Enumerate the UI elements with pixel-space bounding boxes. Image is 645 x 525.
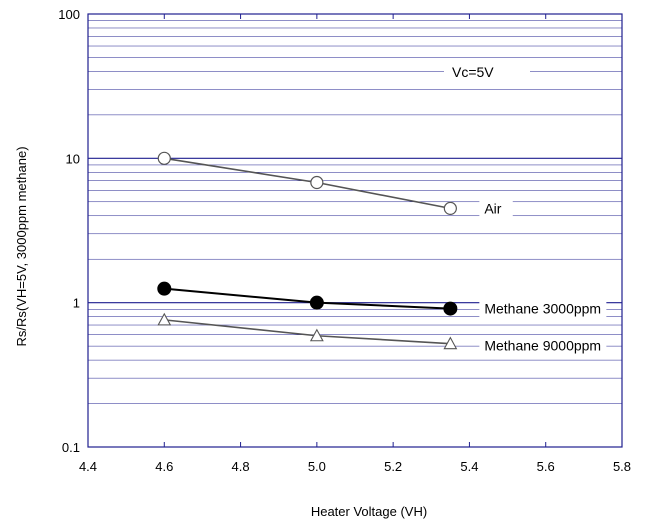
tick-labels: 4.4 4.6 4.8 5.0 5.2 5.4 5.6 5.8 0.1 1 10 100 bbox=[58, 7, 631, 474]
series-label-background bbox=[479, 335, 607, 357]
x-tick-label: 5.2 bbox=[384, 459, 402, 474]
data-point bbox=[443, 201, 457, 215]
x-tick-label: 4.8 bbox=[232, 459, 250, 474]
grid bbox=[87, 13, 623, 448]
data-point bbox=[309, 295, 324, 310]
series-label-background bbox=[479, 198, 513, 220]
series-methane-3000ppm: Methane 3000ppm bbox=[157, 281, 607, 320]
data-point bbox=[443, 336, 458, 350]
series-air: Air bbox=[157, 151, 513, 220]
annotation-background bbox=[444, 62, 530, 83]
series-line bbox=[164, 287, 451, 310]
x-tick-label: 4.4 bbox=[79, 459, 97, 474]
y-tick-label: 0.1 bbox=[62, 440, 80, 455]
series-layer: Air Methane 3000ppm Methane 9000ppm bbox=[157, 151, 607, 357]
data-point bbox=[157, 151, 171, 165]
data-point bbox=[310, 175, 324, 190]
series-line bbox=[164, 157, 451, 210]
x-tick-label: 5.0 bbox=[308, 459, 326, 474]
data-point bbox=[309, 328, 324, 342]
x-axis-title: Heater Voltage (VH) bbox=[311, 504, 427, 519]
x-tick-label: 4.6 bbox=[155, 459, 173, 474]
y-tick-label: 100 bbox=[58, 7, 80, 22]
plot-frame bbox=[87, 13, 623, 448]
series-label: Methane 3000ppm bbox=[484, 301, 601, 317]
y-tick-label: 1 bbox=[73, 296, 80, 311]
series-methane-9000ppm: Methane 9000ppm bbox=[157, 312, 607, 357]
y-axis-title: Rs/Rs(VH=5V, 3000ppm methane) bbox=[14, 146, 29, 346]
annotation-vc: Vc=5V bbox=[452, 64, 494, 80]
series-label: Air bbox=[484, 200, 501, 216]
x-tick-label: 5.6 bbox=[537, 459, 555, 474]
series-line bbox=[164, 319, 451, 345]
data-point bbox=[443, 301, 458, 316]
x-tick-label: 5.8 bbox=[613, 459, 631, 474]
data-point bbox=[157, 312, 172, 326]
data-point bbox=[157, 281, 172, 296]
x-tick-label: 5.4 bbox=[460, 459, 478, 474]
series-label-background bbox=[479, 298, 607, 320]
y-tick-label: 10 bbox=[66, 151, 80, 166]
series-label: Methane 9000ppm bbox=[484, 338, 601, 354]
